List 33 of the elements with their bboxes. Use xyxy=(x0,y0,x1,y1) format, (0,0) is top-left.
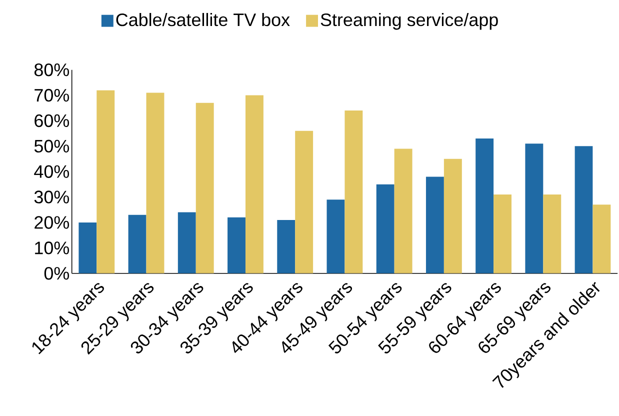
bar xyxy=(376,184,394,274)
bar xyxy=(228,217,246,274)
bar xyxy=(128,214,146,274)
bar xyxy=(394,148,412,274)
bar xyxy=(543,194,562,274)
legend-label: Streaming service/app xyxy=(320,12,498,30)
y-tick-label: 60% xyxy=(34,114,70,128)
bar xyxy=(494,194,512,274)
y-tick-label: 10% xyxy=(35,242,70,254)
legend-label: Cable/satellite TV box xyxy=(116,12,290,26)
bar xyxy=(178,212,196,274)
bar xyxy=(426,176,444,274)
bar xyxy=(525,144,544,274)
bar xyxy=(444,158,462,274)
bar xyxy=(344,110,363,274)
bar xyxy=(592,204,611,274)
y-tick-label: 20% xyxy=(34,216,70,229)
bar xyxy=(245,95,264,274)
bar xyxy=(277,220,296,274)
bar xyxy=(146,92,164,274)
bar xyxy=(96,90,115,274)
bar xyxy=(295,130,314,274)
y-tick-label: 30% xyxy=(34,190,70,204)
bar xyxy=(574,146,593,274)
y-tick-label: 70% xyxy=(34,88,70,102)
bar xyxy=(78,222,97,274)
y-tick-label: 40% xyxy=(34,165,70,178)
y-tick-label: 80% xyxy=(34,63,70,76)
y-tick-label: 50% xyxy=(34,140,70,152)
bar xyxy=(476,138,494,274)
bar xyxy=(326,200,345,274)
bar xyxy=(196,102,214,274)
y-tick-label: 0% xyxy=(44,266,70,280)
